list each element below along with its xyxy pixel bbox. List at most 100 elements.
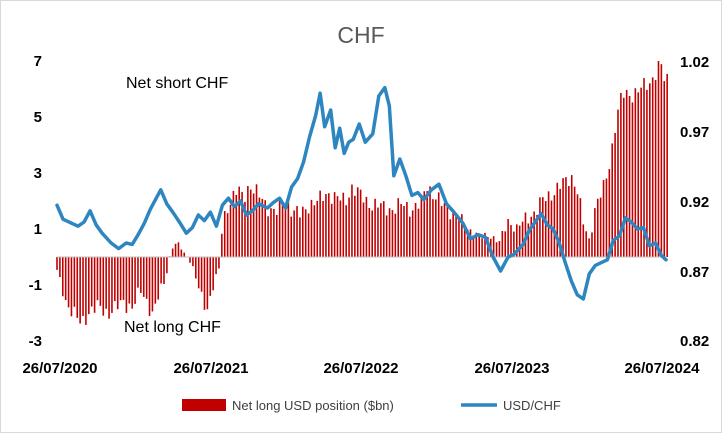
bar	[417, 208, 420, 257]
bar	[304, 209, 307, 257]
bar	[579, 198, 582, 257]
bar	[180, 249, 183, 257]
bar	[649, 83, 651, 258]
bar	[328, 193, 330, 257]
bar	[102, 257, 105, 316]
bar	[411, 210, 414, 257]
bar	[492, 236, 495, 257]
bar	[218, 257, 220, 269]
bar-series	[56, 61, 668, 325]
bar	[215, 257, 217, 275]
bar	[495, 242, 498, 257]
left-axis: 7 5 3 1 -1 -3	[29, 53, 42, 350]
bar	[88, 257, 90, 315]
bar	[73, 257, 76, 307]
bar	[599, 197, 602, 257]
legend: Net long USD position ($bn) USD/CHF	[182, 398, 561, 413]
bar	[530, 216, 533, 257]
bar	[414, 202, 417, 257]
bar	[628, 95, 631, 258]
left-tick-label: -1	[29, 277, 42, 294]
bar	[119, 257, 122, 301]
bar	[507, 218, 509, 257]
bar	[241, 191, 243, 257]
bar	[469, 229, 472, 257]
bar	[148, 257, 151, 317]
bar	[432, 199, 434, 257]
left-tick-label: 1	[34, 221, 42, 238]
bar	[513, 231, 515, 257]
bar	[461, 214, 463, 257]
bar	[122, 257, 125, 300]
bar	[518, 225, 521, 257]
bar	[553, 195, 556, 257]
bar	[570, 175, 573, 257]
bar	[394, 213, 397, 257]
bar	[403, 205, 405, 257]
bar	[345, 205, 347, 257]
bar	[504, 231, 507, 257]
bar	[510, 225, 512, 257]
bar	[203, 257, 206, 310]
bar	[409, 216, 411, 257]
bar	[660, 64, 663, 258]
left-tick-label: -3	[29, 333, 42, 350]
bar	[559, 188, 561, 257]
bar	[420, 194, 423, 257]
bar	[235, 194, 238, 257]
bar	[362, 202, 365, 257]
bar	[195, 257, 197, 279]
bar	[67, 257, 70, 308]
bar	[229, 204, 232, 257]
bar	[93, 257, 96, 313]
x-tick-label: 26/07/2023	[474, 360, 549, 377]
bar	[160, 257, 162, 284]
bar	[174, 243, 177, 257]
bar	[212, 257, 214, 291]
x-tick-label: 26/07/2022	[323, 360, 398, 377]
bar	[576, 194, 579, 257]
bar	[287, 202, 290, 257]
bar	[591, 232, 593, 257]
bar	[275, 214, 278, 257]
bar	[307, 213, 310, 257]
bar	[270, 208, 272, 257]
bar	[293, 210, 295, 257]
bar	[319, 190, 321, 257]
bar	[423, 191, 426, 257]
x-axis: 26/07/2020 26/07/2021 26/07/2022 26/07/2…	[22, 360, 700, 377]
bar	[142, 257, 145, 297]
bar	[452, 209, 454, 257]
legend-bar-swatch	[182, 399, 226, 411]
bar	[527, 223, 530, 257]
bar	[634, 88, 637, 257]
bar	[299, 217, 301, 257]
bar	[313, 205, 316, 257]
bar	[330, 203, 333, 257]
bar	[131, 257, 133, 309]
bar	[565, 177, 567, 257]
bar	[573, 186, 576, 257]
annotation-net-short: Net short CHF	[126, 75, 228, 92]
bar	[498, 241, 501, 257]
bar	[521, 221, 524, 257]
bar	[145, 257, 148, 299]
bar	[157, 257, 160, 300]
bar	[654, 79, 657, 257]
legend-line-label: USD/CHF	[503, 398, 561, 413]
bar	[478, 233, 480, 257]
bar	[435, 199, 437, 257]
bar	[556, 182, 559, 257]
bar	[278, 199, 281, 257]
bar	[290, 216, 293, 257]
x-tick-label: 26/07/2021	[173, 360, 248, 377]
bar	[356, 187, 359, 257]
bar	[657, 61, 660, 257]
bar	[302, 206, 304, 257]
bar	[114, 257, 116, 302]
bar	[481, 238, 483, 257]
bar	[388, 208, 391, 257]
bar	[200, 257, 203, 292]
bar	[99, 257, 102, 306]
bar	[663, 81, 666, 257]
